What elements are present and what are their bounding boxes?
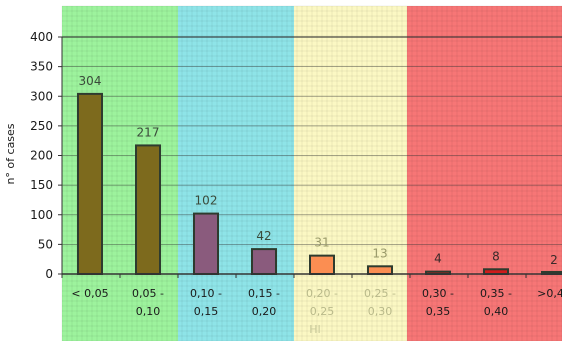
x-tick-label: 0,10 - (190, 287, 222, 300)
bar (77, 92, 103, 275)
x-tick-label: 0,35 - (480, 287, 512, 300)
data-label: 304 (79, 74, 102, 88)
x-tick-label: >0,40 (537, 287, 562, 300)
x-tick-label: 0,25 - (364, 287, 396, 300)
x-tick-label: 0,15 - (248, 287, 280, 300)
band-cyan (178, 6, 294, 341)
x-tick-label: 0,05 - (132, 287, 164, 300)
bar (135, 144, 161, 275)
y-tick-label: 200 (30, 149, 53, 163)
data-labels: 304 217 102 42 31 13 4 8 2 (79, 74, 558, 267)
y-tick-label: 250 (30, 119, 53, 133)
y-axis-label: n° of cases (4, 123, 17, 184)
x-tick-label: 0,15 (194, 305, 219, 318)
bar (251, 248, 277, 276)
data-label: 8 (492, 249, 500, 263)
y-tick-label: 50 (38, 237, 53, 251)
data-label: 31 (314, 236, 329, 250)
y-tick-label: 300 (30, 89, 53, 103)
x-tick-label: < 0,05 (71, 287, 108, 300)
data-label: 2 (550, 253, 558, 267)
y-tick-label: 150 (30, 178, 53, 192)
bar (367, 265, 393, 275)
x-tick-label: 0,30 - (422, 287, 454, 300)
x-tick-label: 0,20 - (306, 287, 338, 300)
band-yellow (294, 6, 407, 341)
data-label: 217 (137, 125, 160, 139)
data-label: 13 (372, 246, 387, 260)
bar (309, 254, 335, 276)
y-tick-label: 400 (30, 30, 53, 44)
background-bands (62, 6, 562, 341)
axes: 0 50 100 150 200 250 300 350 400 < 0,05 0,05 - 0,10… (30, 30, 562, 318)
data-label: 4 (434, 252, 442, 266)
x-tick-label: 0,35 (426, 305, 451, 318)
x-tick-label: 0,20 (252, 305, 277, 318)
x-tick-label: 0,40 (484, 305, 509, 318)
data-label: 42 (256, 229, 271, 243)
x-tick-label: 0,10 (136, 305, 161, 318)
y-tick-label: 0 (45, 267, 53, 281)
x-tick-label: 0,30 (368, 305, 393, 318)
y-tick-label: 350 (30, 60, 53, 74)
bar (193, 212, 219, 276)
x-axis-label: HI (309, 323, 321, 336)
band-red (407, 6, 562, 341)
data-label: 102 (195, 194, 218, 208)
x-tick-label: 0,25 (310, 305, 335, 318)
y-tick-label: 100 (30, 208, 53, 222)
